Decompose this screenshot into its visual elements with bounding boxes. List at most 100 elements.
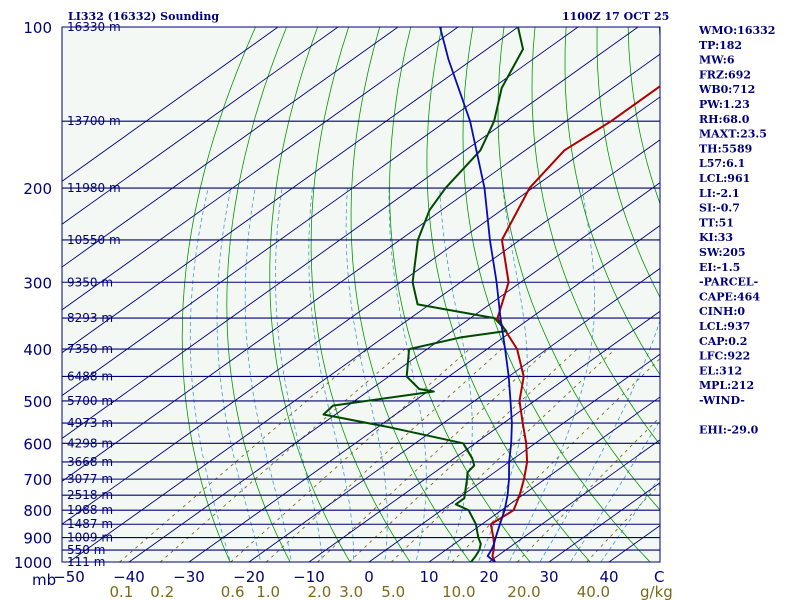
height-label: 4973 m [67,416,113,430]
temperature-tick-label: 30 [539,568,558,586]
moist-adiabat-line [569,419,660,562]
height-label: 7350 m [67,342,113,356]
isotherm-line [248,267,660,562]
pressure-tick-label: 900 [23,530,52,548]
mixing-ratio-tick-label: 1.0 [256,583,280,600]
dry-adiabat-line [389,27,531,562]
isotherm-line [188,225,660,562]
dry-adiabat-line [531,27,660,446]
height-label: 3668 m [67,455,113,469]
index-entry: SI:-0.7 [699,202,740,215]
height-label: 9350 m [67,275,113,289]
index-entry: LFC:922 [699,350,750,363]
moist-adiabat-line [388,188,427,562]
pressure-tick-label: 800 [23,502,52,520]
index-entry: CAPE:464 [699,290,760,303]
temperature-tick-label: 0 [364,568,374,586]
index-entry: TH:5589 [699,142,752,155]
index-entry: LCL:961 [699,172,750,185]
index-entry: -PARCEL- [699,276,758,289]
mixing-ratio-tick-label: 10.0 [442,583,475,600]
height-label: 4298 m [67,436,113,450]
temperature-tick-label: 10 [419,568,438,586]
isotherm-line [428,396,660,562]
temperature-unit-label: C [654,568,664,586]
height-label: 1487 m [67,517,113,531]
isotherm-line [62,27,279,182]
temperature-tick-label: −20 [233,568,265,586]
pressure-tick-label: 700 [23,471,52,489]
index-entry: EL:312 [699,364,742,377]
mixing-ratio-tick-label: 0.6 [221,583,245,600]
plot-frame [61,26,661,563]
chart-time: 1100Z 17 OCT 25 [562,10,669,23]
index-entry: PW:1.23 [699,98,750,111]
dry-adiabat-line [426,27,591,562]
index-entry: WB0:712 [698,83,755,96]
isotherm-line [308,310,660,562]
height-label: 2518 m [67,488,113,502]
isotherm-line [62,27,579,397]
mixing-ratio-tick-label: 0.2 [150,583,174,600]
moist-adiabat-line [275,188,323,562]
isotherm-line [62,53,660,482]
height-label: 16330 m [67,20,121,34]
dry-adiabat-line [350,27,471,562]
pressure-tick-label: 500 [23,393,52,411]
dry-adiabat-line [269,27,351,562]
index-entry: FRZ:692 [699,68,751,81]
index-entry: MAXT:23.5 [699,128,767,141]
index-entry: MW:6 [699,54,735,67]
mixing-ratio-unit-label: g/kg [640,583,673,600]
isotherm-line [488,439,660,562]
dry-adiabat-line [784,27,800,573]
dry-adiabat-line [226,27,291,562]
dry-adiabat-line [497,27,660,511]
mixing-ratio-tick-label: 40.0 [577,583,610,600]
index-entry: LI:-2.1 [699,187,740,200]
index-entry: -WIND- [699,394,745,407]
index-entry: EHI:-29.0 [699,424,759,437]
pressure-tick-label: 300 [23,274,52,292]
pressure-unit-label: mb [32,571,56,589]
index-entry: WMO:16332 [698,24,775,37]
height-label: 13700 m [67,114,121,128]
isotherm-line [62,27,639,439]
isotherm-line [62,27,459,311]
height-label: 6488 m [67,370,113,384]
isotherm-line [62,27,399,268]
index-entry: RH:68.0 [699,113,750,126]
temperature-profile-line [489,85,660,562]
index-entry: KI:33 [699,231,733,244]
mixing-ratio-tick-label: 5.0 [381,583,405,600]
pressure-tick-label: 200 [23,180,52,198]
height-label: 111 m [67,555,105,569]
index-entry: TP:182 [699,39,742,52]
index-entry: CINH:0 [699,305,745,318]
height-label: 11980 m [67,181,121,195]
index-entry: EI:-1.5 [699,261,740,274]
dewpoint-profile-line [322,27,524,562]
height-label: 10550 m [67,233,121,247]
index-entry: SW:205 [699,246,746,259]
moist-adiabat-line [345,188,388,562]
dry-adiabat-line [564,27,660,376]
temperature-tick-label: −50 [53,568,85,586]
height-label: 3077 m [67,472,113,486]
mixing-ratio-tick-label: 20.0 [507,583,540,600]
height-label: 1009 m [67,531,113,545]
temperature-tick-label: 20 [479,568,498,586]
height-label: 5700 m [67,394,113,408]
height-label: 550 m [67,543,105,557]
mixing-ratio-tick-label: 3.0 [339,583,363,600]
parcel-profile-line [439,27,513,562]
mixing-ratio-tick-label: 2.0 [308,583,332,600]
pressure-tick-label: 400 [23,341,52,359]
isotherm-line [128,182,660,562]
index-entry: MPL:212 [699,379,754,392]
pressure-tick-label: 600 [23,435,52,453]
pressure-tick-label: 1000 [14,554,52,572]
index-entry: L57:6.1 [699,157,745,170]
isotherm-line [68,139,660,562]
dry-adiabat-line [310,27,411,562]
